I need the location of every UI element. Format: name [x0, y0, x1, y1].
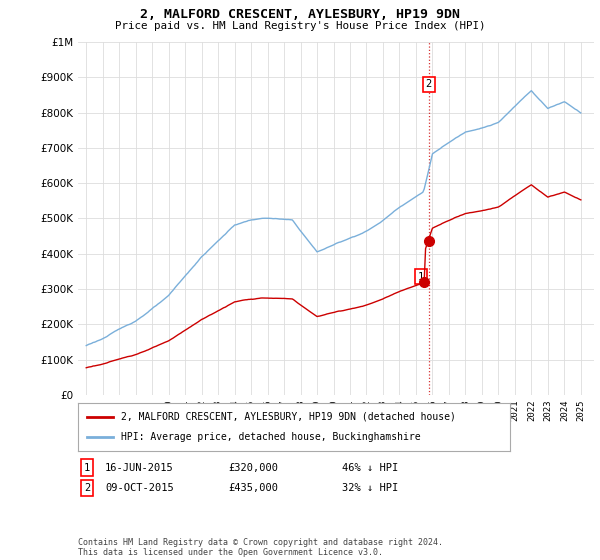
- Text: £320,000: £320,000: [228, 463, 278, 473]
- Text: 2: 2: [84, 483, 90, 493]
- Text: £435,000: £435,000: [228, 483, 278, 493]
- Text: 2, MALFORD CRESCENT, AYLESBURY, HP19 9DN (detached house): 2, MALFORD CRESCENT, AYLESBURY, HP19 9DN…: [121, 412, 456, 422]
- Text: 32% ↓ HPI: 32% ↓ HPI: [342, 483, 398, 493]
- Text: 46% ↓ HPI: 46% ↓ HPI: [342, 463, 398, 473]
- Text: 2: 2: [425, 80, 432, 90]
- Text: 2, MALFORD CRESCENT, AYLESBURY, HP19 9DN: 2, MALFORD CRESCENT, AYLESBURY, HP19 9DN: [140, 8, 460, 21]
- Text: HPI: Average price, detached house, Buckinghamshire: HPI: Average price, detached house, Buck…: [121, 432, 421, 442]
- Text: 09-OCT-2015: 09-OCT-2015: [105, 483, 174, 493]
- Text: Price paid vs. HM Land Registry's House Price Index (HPI): Price paid vs. HM Land Registry's House …: [115, 21, 485, 31]
- Text: 16-JUN-2015: 16-JUN-2015: [105, 463, 174, 473]
- Text: 1: 1: [418, 272, 424, 282]
- Text: 1: 1: [84, 463, 90, 473]
- Text: Contains HM Land Registry data © Crown copyright and database right 2024.
This d: Contains HM Land Registry data © Crown c…: [78, 538, 443, 557]
